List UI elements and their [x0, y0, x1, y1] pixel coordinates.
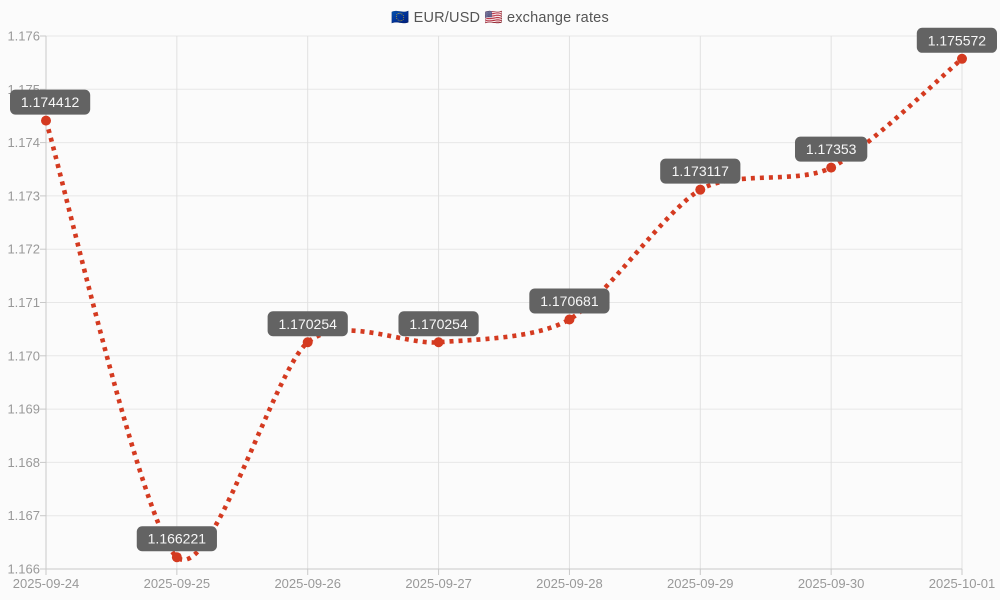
y-axis-tick-label: 1.172: [7, 242, 40, 257]
x-axis-tick-label: 2025-09-30: [798, 576, 865, 591]
x-axis-tick-label: 2025-09-28: [536, 576, 603, 591]
data-point-2025-09-29[interactable]: [695, 184, 706, 195]
data-point-label-box: [794, 136, 868, 162]
data-point-2025-09-27[interactable]: [433, 337, 444, 348]
data-point-label-box: [660, 158, 741, 184]
x-axis-tick-label: 2025-09-29: [667, 576, 734, 591]
data-point-label: 1.170254: [279, 316, 338, 332]
data-point-2025-10-01[interactable]: [957, 53, 967, 64]
x-axis-tick-label: 2025-09-24: [13, 576, 80, 591]
data-point-label: 1.166221: [148, 531, 207, 547]
y-axis-tick-label: 1.173: [7, 188, 40, 203]
data-point-label: 1.170681: [540, 293, 599, 309]
data-point-label: 1.173117: [672, 163, 730, 179]
data-point-label-box: [10, 89, 91, 115]
y-axis-tick-label: 1.176: [7, 29, 40, 44]
y-axis-tick-label: 1.169: [7, 402, 40, 417]
data-point-label: 1.17353: [806, 141, 857, 157]
data-point-2025-09-28[interactable]: [564, 314, 575, 325]
series-line-eur-usd: [43, 57, 964, 563]
data-point-label: 1.170254: [409, 316, 468, 332]
data-point-2025-09-30[interactable]: [826, 162, 837, 173]
y-axis-tick-label: 1.171: [7, 295, 40, 310]
data-point-label-box: [267, 311, 348, 337]
x-axis-tick-label: 2025-09-26: [274, 576, 341, 591]
data-point-label-box: [398, 311, 479, 337]
data-point-2025-09-25[interactable]: [171, 552, 182, 563]
y-axis-tick-label: 1.168: [7, 455, 40, 470]
y-axis-tick-label: 1.174: [7, 135, 40, 150]
y-axis-tick-label: 1.170: [7, 348, 40, 363]
data-point-label-box: [529, 288, 610, 314]
data-point-2025-09-26[interactable]: [302, 337, 313, 348]
x-axis-tick-label: 2025-09-25: [144, 576, 211, 591]
data-point-label: 1.175572: [928, 32, 987, 48]
data-point-label: 1.174412: [21, 94, 80, 110]
data-point-label-box: [136, 526, 217, 552]
x-axis-tick-label: 2025-09-27: [405, 576, 472, 591]
y-axis-tick-label: 1.167: [7, 508, 40, 523]
data-point-label-box: [916, 27, 997, 53]
chart-title: 🇪🇺 EUR/USD 🇺🇸 exchange rates: [391, 10, 609, 26]
y-axis-tick-label: 1.166: [7, 562, 40, 577]
x-axis-tick-label: 2025-10-01: [929, 576, 996, 591]
data-point-2025-09-24[interactable]: [41, 115, 51, 126]
